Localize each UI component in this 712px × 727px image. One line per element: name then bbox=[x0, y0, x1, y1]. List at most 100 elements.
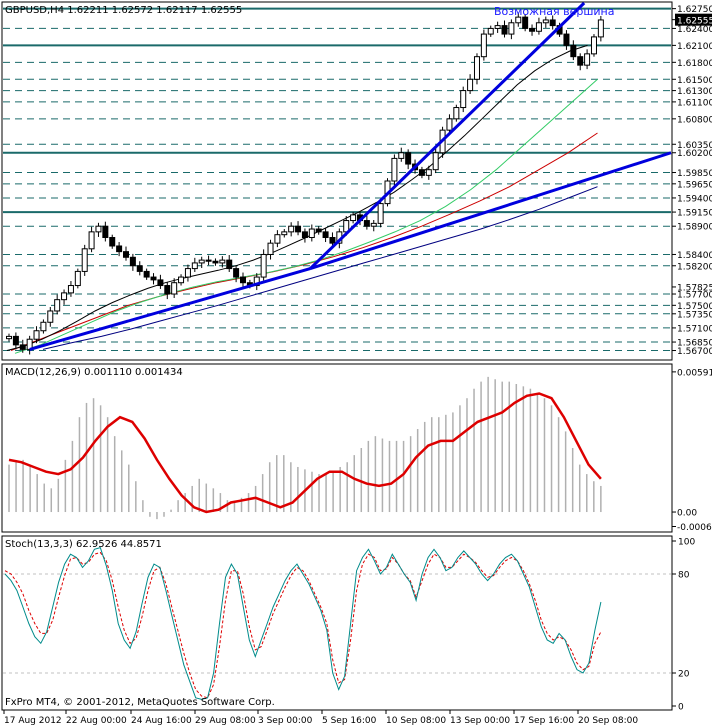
time-tick-label: 17 Sep 16:00 bbox=[514, 716, 574, 726]
candle-bear bbox=[329, 237, 336, 244]
price-tick-label: 1.56700 bbox=[677, 347, 712, 357]
candle-bear bbox=[143, 270, 150, 278]
candle-bear bbox=[122, 251, 129, 258]
candle-bear bbox=[501, 25, 508, 35]
stoch-plot: 100 80 20 0 bbox=[3, 538, 695, 713]
candle-bear bbox=[295, 225, 302, 233]
candle-bull bbox=[33, 330, 40, 340]
candle-bull bbox=[47, 310, 54, 323]
candle-bull bbox=[494, 25, 501, 29]
candle-bull bbox=[95, 225, 102, 233]
candle-bull bbox=[171, 282, 178, 295]
candle-bull bbox=[67, 285, 74, 294]
stoch-tick-label: 80 bbox=[678, 571, 690, 581]
price-tick-label: 1.58900 bbox=[677, 223, 712, 233]
trendline bbox=[29, 267, 311, 351]
candle-bear bbox=[529, 27, 536, 32]
current-price-box bbox=[675, 13, 712, 26]
price-level-lines bbox=[3, 7, 671, 352]
candle-bull bbox=[288, 225, 295, 233]
candle-bull bbox=[590, 36, 597, 55]
time-tick-label: 24 Aug 16:00 bbox=[131, 716, 192, 726]
candle-bull bbox=[260, 253, 267, 278]
trendline bbox=[309, 151, 672, 271]
stoch-panel[interactable] bbox=[1, 535, 673, 711]
time-tick-label: 29 Aug 08:00 bbox=[195, 716, 256, 726]
price-tick-label: 1.61300 bbox=[677, 87, 712, 97]
candle-bear bbox=[418, 169, 425, 176]
candle-bear bbox=[322, 231, 329, 239]
time-axis-labels: 17 Aug 2012 22 Aug 00:00 24 Aug 16:00 29 Au… bbox=[3, 710, 638, 726]
stoch-tick-label: 20 bbox=[678, 670, 690, 680]
time-tick-label: 5 Sep 16:00 bbox=[322, 716, 377, 726]
stoch-tick-label: 100 bbox=[678, 538, 695, 548]
time-tick-label: 22 Aug 00:00 bbox=[66, 716, 127, 726]
candle-bear bbox=[205, 259, 212, 262]
price-tick-label: 1.57500 bbox=[677, 302, 712, 312]
price-tick-label: 1.62100 bbox=[677, 42, 712, 52]
candle-bull bbox=[535, 22, 542, 32]
macd-title: MACD(12,26,9) 0.001110 0.001434 bbox=[5, 367, 183, 378]
candle-bear bbox=[577, 56, 584, 66]
candle-bull bbox=[398, 152, 405, 159]
price-tick-label: 1.59400 bbox=[677, 194, 712, 204]
candle-bear bbox=[109, 237, 116, 247]
stoch-title: Stoch(13,3,3) 62.9526 44.8571 bbox=[5, 539, 162, 550]
ma-green-line bbox=[14, 78, 598, 354]
candle-bear bbox=[549, 19, 556, 27]
candle-bear bbox=[129, 256, 136, 267]
candle-bull bbox=[350, 214, 357, 222]
time-tick-label: 20 Sep 08:00 bbox=[578, 716, 638, 726]
candle-bear bbox=[102, 225, 109, 239]
price-tick-label: 1.59150 bbox=[677, 209, 712, 219]
stoch-signal-line bbox=[4, 551, 602, 699]
price-tick-label: 1.62400 bbox=[677, 25, 712, 35]
candle-bull bbox=[267, 242, 274, 255]
candle-bull bbox=[74, 270, 81, 287]
candle-bear bbox=[570, 44, 577, 58]
price-tick-label: 1.60800 bbox=[677, 115, 712, 125]
candle-bear bbox=[563, 33, 570, 46]
candle-bull bbox=[377, 203, 384, 224]
candle-bear bbox=[405, 152, 412, 165]
price-panel[interactable] bbox=[1, 1, 673, 361]
macd-panel[interactable] bbox=[1, 363, 673, 533]
price-tick-label: 1.57100 bbox=[677, 324, 712, 334]
candle-bear bbox=[212, 260, 219, 264]
price-tick-label: 1.59850 bbox=[677, 169, 712, 179]
candle-bull bbox=[184, 268, 191, 278]
candle-bull bbox=[191, 262, 198, 270]
watermark: FxPro MT4, © 2001-2012, MetaQuotes Softw… bbox=[5, 697, 275, 708]
trendlines[interactable] bbox=[29, 1, 672, 351]
candle-bull bbox=[40, 321, 47, 332]
candle-bear bbox=[19, 344, 26, 350]
candle-bull bbox=[460, 90, 467, 109]
candle-bull bbox=[178, 276, 185, 284]
macd-tick-label: 0.00 bbox=[677, 509, 697, 519]
price-tick-label: 1.56850 bbox=[677, 339, 712, 349]
time-tick-label: 10 Sep 08:00 bbox=[386, 716, 446, 726]
candle-bull bbox=[432, 152, 439, 171]
candle-bull bbox=[467, 78, 474, 92]
candle-bull bbox=[26, 338, 33, 350]
macd-signal-line bbox=[8, 392, 602, 514]
price-tick-label: 1.60200 bbox=[677, 149, 712, 159]
price-tick-label: 1.61100 bbox=[677, 98, 712, 108]
candle-bear bbox=[233, 268, 240, 278]
ma-red-line bbox=[10, 132, 598, 351]
price-tick-label: 1.58400 bbox=[677, 251, 712, 261]
price-tick-label: 1.57350 bbox=[677, 310, 712, 320]
candle-bull bbox=[542, 19, 549, 24]
candle-bear bbox=[157, 279, 164, 287]
candle-bull bbox=[81, 248, 88, 272]
candle-bull bbox=[473, 56, 480, 80]
candle-bull bbox=[219, 259, 226, 264]
candle-bull bbox=[515, 16, 522, 24]
price-tick-label: 1.60350 bbox=[677, 141, 712, 151]
candle-bull bbox=[597, 19, 604, 38]
candle-bull bbox=[508, 22, 515, 35]
price-tick-label: 1.62750 bbox=[677, 5, 712, 15]
